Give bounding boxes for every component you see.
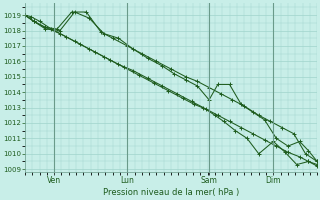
X-axis label: Pression niveau de la mer( hPa ): Pression niveau de la mer( hPa ): [103, 188, 239, 197]
